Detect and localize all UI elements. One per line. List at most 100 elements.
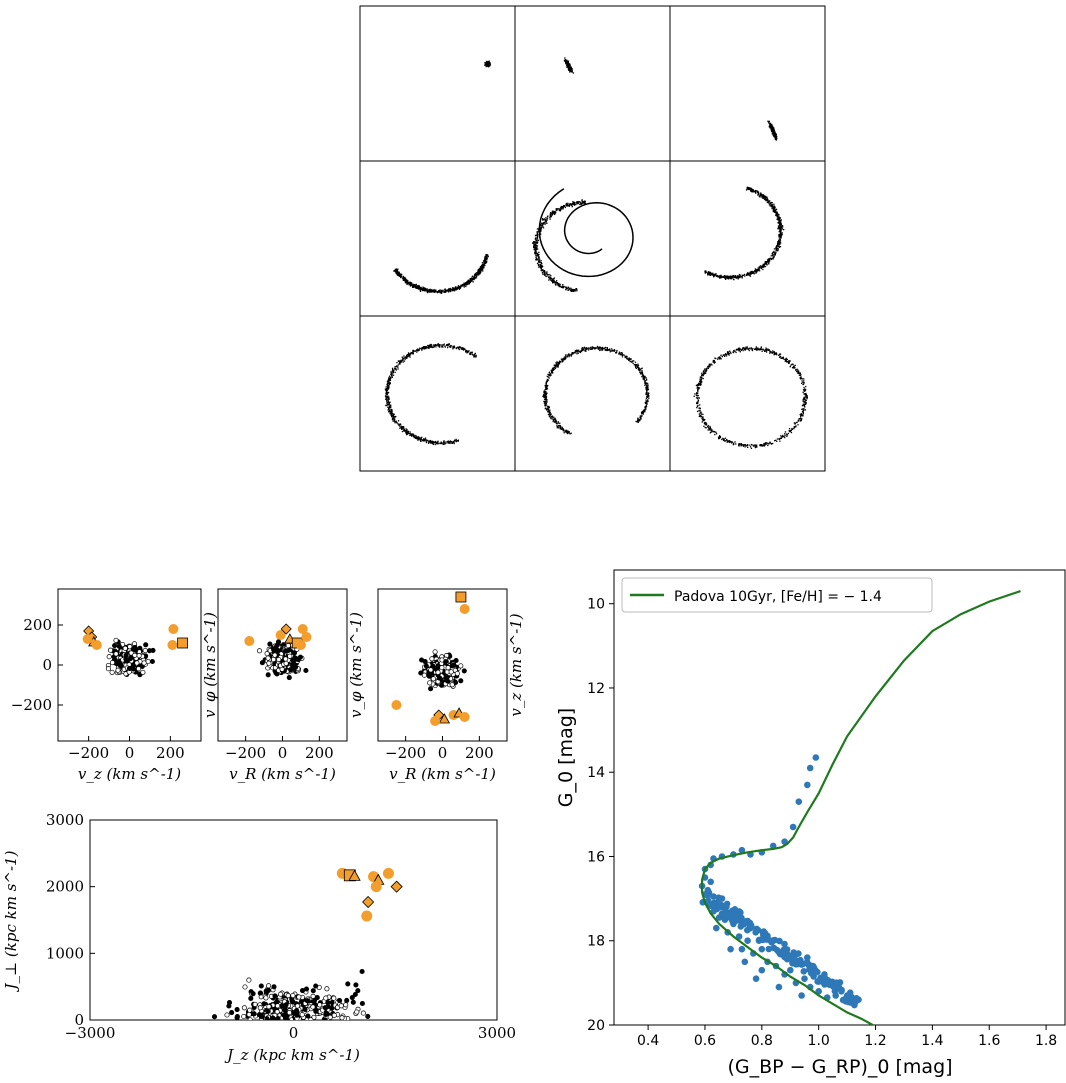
particle: [548, 274, 549, 275]
particle: [774, 252, 775, 253]
star-open: [110, 670, 114, 674]
particle: [565, 204, 566, 205]
particle: [710, 432, 711, 433]
particle: [565, 354, 566, 355]
particle: [407, 432, 408, 433]
particle: [776, 247, 777, 248]
particle: [713, 360, 714, 361]
particle: [537, 228, 538, 229]
particle: [535, 245, 536, 246]
particle: [800, 373, 801, 374]
particle: [734, 441, 735, 442]
particle: [403, 355, 404, 356]
star-open: [106, 667, 110, 671]
particle: [571, 289, 572, 290]
particle: [483, 266, 484, 267]
x-tick-label: 0: [125, 744, 135, 762]
particle: [478, 273, 479, 274]
particle: [594, 348, 595, 349]
particle: [772, 253, 773, 254]
particle: [552, 279, 553, 280]
particle: [454, 443, 455, 444]
particle: [423, 289, 424, 290]
particle: [406, 434, 407, 435]
particle: [782, 232, 783, 233]
particle: [803, 409, 804, 410]
particle: [746, 188, 747, 189]
particle: [446, 290, 447, 291]
particle: [743, 446, 744, 447]
particle: [806, 398, 807, 399]
particle: [777, 244, 778, 245]
particle: [708, 272, 709, 273]
particle: [701, 412, 702, 413]
particle: [478, 269, 479, 270]
particle: [646, 386, 647, 387]
particle: [699, 407, 700, 408]
particle: [409, 356, 410, 357]
particle: [600, 347, 601, 348]
particle: [752, 349, 753, 350]
particle: [548, 375, 549, 376]
particle: [408, 352, 409, 353]
particle: [393, 370, 394, 371]
particle: [766, 262, 767, 263]
particle: [399, 425, 400, 426]
particle: [412, 286, 413, 287]
particle: [551, 280, 552, 281]
particle: [550, 278, 551, 279]
particle: [694, 393, 695, 394]
particle: [481, 265, 482, 266]
particle: [772, 206, 773, 207]
particle: [779, 225, 780, 226]
particle: [407, 280, 408, 281]
particle: [536, 245, 537, 246]
particle: [703, 371, 704, 372]
particle: [778, 225, 779, 226]
particle: [569, 65, 570, 66]
particle: [743, 350, 744, 351]
particle: [699, 397, 700, 398]
particle: [419, 348, 420, 349]
particle: [385, 399, 386, 400]
particle: [398, 364, 399, 365]
particle: [573, 202, 574, 203]
particle: [401, 428, 402, 429]
particle: [571, 71, 572, 72]
particle: [476, 276, 477, 277]
particle: [748, 188, 749, 189]
particle: [757, 192, 758, 193]
particle: [701, 373, 702, 374]
particle: [386, 386, 387, 387]
particle: [425, 290, 426, 291]
particle: [406, 279, 407, 280]
particle: [559, 362, 560, 363]
particle: [485, 260, 486, 261]
particle: [754, 191, 755, 192]
particle: [715, 275, 716, 276]
particle: [779, 228, 780, 229]
particle: [764, 263, 765, 264]
particle: [423, 347, 424, 348]
particle: [641, 412, 642, 413]
particle: [716, 433, 717, 434]
particle: [396, 270, 397, 271]
particle: [774, 354, 775, 355]
particle: [782, 225, 783, 226]
particle: [749, 445, 750, 446]
particle: [471, 277, 472, 278]
particle: [620, 354, 621, 355]
particle: [645, 403, 646, 404]
particle: [546, 223, 547, 224]
particle: [552, 416, 553, 417]
particle: [647, 383, 648, 384]
particle: [584, 350, 585, 351]
particle: [455, 289, 456, 290]
particle: [709, 364, 710, 365]
particle: [388, 388, 389, 389]
particle: [438, 344, 439, 345]
particle: [635, 364, 636, 365]
particle: [757, 194, 758, 195]
particle: [730, 277, 731, 278]
particle: [724, 356, 725, 357]
